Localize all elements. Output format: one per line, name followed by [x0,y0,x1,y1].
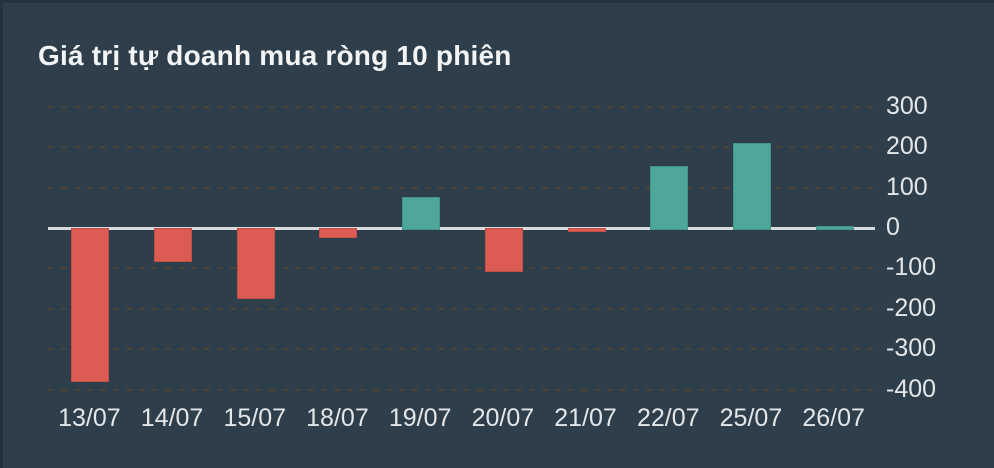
bar-13-07[interactable] [71,228,110,382]
zero-axis-line [48,226,875,230]
x-axis-label-19-07: 19/07 [388,404,452,432]
y-axis-label-200: 200 [886,132,928,161]
gridline--300 [48,348,875,351]
x-axis-label-14-07: 14/07 [140,404,204,432]
bar-25-07[interactable] [732,143,771,230]
x-axis-label-25-07: 25/07 [719,404,783,432]
bar-15-07[interactable] [236,228,275,299]
bar-21-07[interactable] [567,228,606,233]
x-axis-label-18-07: 18/07 [306,404,369,432]
bar-18-07[interactable] [319,228,358,239]
bar-22-07[interactable] [650,166,689,230]
y-axis-label--200: -200 [886,293,937,322]
x-axis-label-21-07: 21/07 [554,404,617,432]
gridline--400 [48,388,875,391]
bar-19-07[interactable] [402,196,441,230]
y-axis-label-0: 0 [886,212,900,241]
gridline-300 [48,105,875,108]
gridline-100 [48,186,875,189]
gridline-200 [48,146,875,149]
gridline--100 [48,267,875,270]
x-axis-label-26-07: 26/07 [802,404,865,432]
gridline--200 [48,307,875,310]
x-axis-label-13-07: 13/07 [58,404,121,432]
y-axis-label--100: -100 [886,253,937,282]
bar-26-07[interactable] [815,226,854,230]
y-axis-label--300: -300 [886,334,937,363]
chart-title: Giá trị tự doanh mua ròng 10 phiên [38,40,512,71]
x-axis-label-22-07: 22/07 [636,404,700,432]
bar-20-07[interactable] [484,228,523,273]
x-axis-label-20-07: 20/07 [471,404,535,432]
y-axis-label-100: 100 [886,172,928,201]
bar-14-07[interactable] [154,228,193,263]
y-axis-label-300: 300 [886,91,928,120]
y-axis-label--400: -400 [886,374,937,403]
x-axis-label-15-07: 15/07 [223,404,287,432]
